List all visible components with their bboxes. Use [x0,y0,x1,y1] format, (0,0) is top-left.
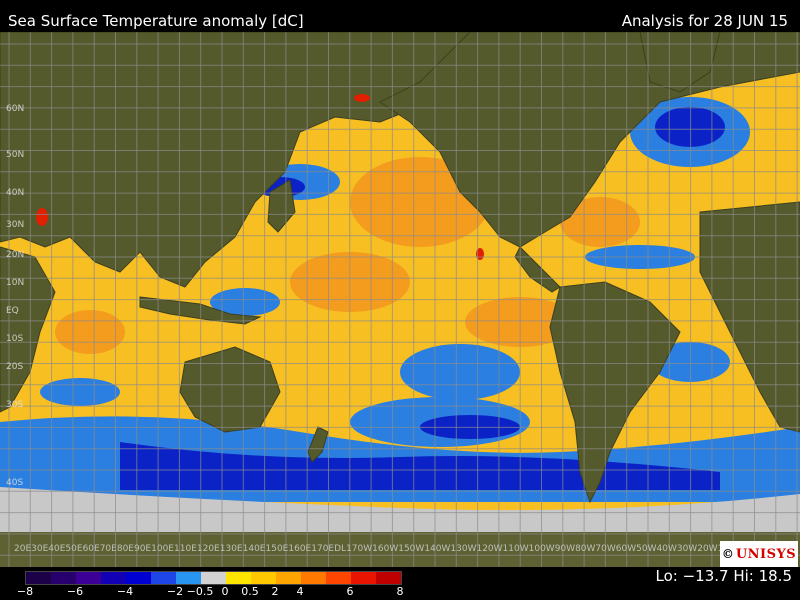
color-scale-tick: 0.5 [241,585,259,598]
lon-label: 60E [82,544,100,554]
color-swatch [351,572,376,584]
color-swatch [326,572,351,584]
color-swatch [26,572,51,584]
indonesia [139,296,262,325]
lon-label: 150W [398,544,425,554]
color-scale-tick: −8 [16,585,34,598]
lon-label: 50E [65,544,83,554]
lon-label: 30E [31,544,49,554]
lon-label: 80W [575,544,596,554]
africa-west [699,201,800,433]
color-swatch [76,572,101,584]
lon-label: 90E [133,544,152,554]
lon-label: 40W [656,544,677,554]
lat-label-20n: 20N [6,250,25,260]
color-scale-bar [25,571,402,585]
lon-label: 60W [615,544,637,554]
unisys-logo: © UNISYS [720,541,798,567]
color-swatch [201,572,226,584]
lon-label: 20E [14,544,32,554]
color-swatch [226,572,251,584]
lon-label: 130W [450,544,477,554]
color-swatch [51,572,76,584]
color-scale-tick: 2 [271,585,279,598]
longitude-labels: 20E 30E 40E 50E 60E 70E 80E 90E 100E 110E 120E 130E… [14,544,738,554]
lon-label: 140W [424,544,451,554]
brand-name: UNISYS [735,546,797,562]
color-swatch [251,572,276,584]
color-scale-tick: 4 [296,585,304,598]
color-scale-tick: 6 [346,585,354,598]
lon-label: 90W [554,544,576,554]
lon-label: 170E [311,544,335,554]
lon-label: 30W [676,544,698,554]
lat-label-40n: 40N [6,188,25,198]
lat-label-20s: 20S [6,362,24,372]
color-scale-tick: 0 [221,585,229,598]
lon-label: 150E [265,544,289,554]
lon-label: 100E [151,544,174,554]
lat-label-10n: 10N [6,278,25,288]
lat-label-30n: 30N [6,220,25,230]
color-swatch [376,572,401,584]
lon-label: 50W [636,544,657,554]
lat-label-10s: 10S [6,334,24,344]
color-scale-labels: −8 −6 −4 −2 −0.5 0 0.5 2 4 6 8 [17,585,404,599]
lat-label-40s: 40S [6,478,24,488]
color-swatch [101,572,126,584]
color-swatch [301,572,326,584]
lon-label: 160E [288,544,312,554]
antarctica-land [0,532,800,567]
lon-label: 130E [219,544,243,554]
color-scale-tick: −6 [66,585,84,598]
lon-label: 70E [99,544,117,554]
color-swatch [176,572,201,584]
lon-label: 110W [502,544,529,554]
lat-label-30s: 30S [6,400,24,410]
lon-label: 120W [476,544,503,554]
lon-label: DL [334,544,347,554]
color-swatch [126,572,151,584]
new-zealand [307,426,329,463]
color-swatch [151,572,176,584]
lon-label: 100W [528,544,555,554]
lon-label: 160W [372,544,399,554]
lon-label: 40E [48,544,66,554]
lon-label: 70W [595,544,616,554]
color-swatch [276,572,301,584]
lat-label-50n: 50N [6,150,25,160]
lat-label-60n: 60N [6,104,25,114]
southern-ocean-strong-cold [120,442,720,490]
lon-label: 110E [174,544,197,554]
color-scale-tick: 8 [396,585,404,598]
lon-label: 20W [697,544,718,554]
copyright-symbol: © [721,547,734,561]
color-scale-tick: −2 [166,585,184,598]
color-scale-tick: −4 [116,585,134,598]
lo-hi-stats: Lo: −13.7 Hi: 18.5 [655,567,793,585]
africa-east [0,246,56,413]
lat-lon-grid [0,32,800,567]
lon-label: 80E [116,544,134,554]
lon-label: 170W [346,544,373,554]
lon-label: 120E [196,544,220,554]
color-scale-tick: −0.5 [186,585,214,598]
lat-label-eq: EQ [6,306,19,316]
lon-label: 140E [242,544,266,554]
map-title: Sea Surface Temperature anomaly [dC] [8,12,304,30]
sst-anomaly-map [0,32,800,567]
analysis-date: Analysis for 28 JUN 15 [621,12,788,30]
